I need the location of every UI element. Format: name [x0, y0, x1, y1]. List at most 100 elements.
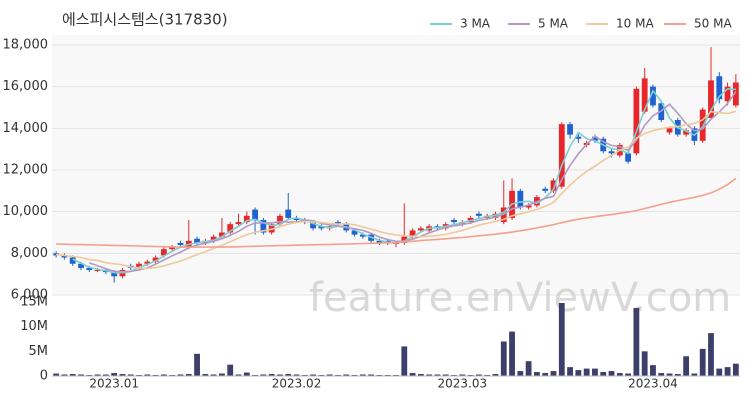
volume-bar	[277, 374, 283, 376]
y-tick-label: 12,000	[3, 163, 49, 178]
volume-bar	[343, 374, 350, 376]
volume-bar	[724, 367, 731, 376]
volume-bar	[592, 368, 598, 376]
candle-body	[219, 232, 225, 237]
volume-bar	[53, 373, 60, 376]
candle-body	[335, 222, 341, 225]
volume-bar	[219, 373, 225, 376]
candle-body	[351, 230, 358, 235]
candle-body	[724, 86, 731, 102]
volume-bar	[492, 374, 499, 376]
volume-bar	[235, 374, 242, 376]
volume-bar	[600, 372, 607, 376]
candle-body	[310, 222, 317, 229]
volume-bar	[674, 374, 681, 376]
candle-body	[575, 136, 582, 139]
candle-body	[136, 263, 142, 268]
volume-bar	[509, 331, 515, 376]
volume-bar	[426, 374, 433, 376]
y-tick-label: 10,000	[3, 204, 49, 219]
candle-body	[732, 82, 739, 106]
volume-bar	[517, 371, 524, 376]
volume-bar	[525, 361, 532, 376]
candle-body	[177, 242, 184, 245]
candle-body	[78, 263, 84, 268]
volume-bar	[658, 373, 665, 376]
volume-bar	[268, 374, 275, 376]
volume-bar	[285, 374, 292, 376]
volume-bar	[575, 370, 582, 376]
volume-bar	[417, 374, 424, 376]
candle-body	[268, 224, 275, 233]
candle-body	[633, 88, 640, 154]
y-tick-label: 10M	[20, 319, 48, 334]
candle-body	[567, 124, 573, 135]
volume-bar	[691, 373, 698, 376]
volume-bar	[567, 367, 573, 376]
y-tick-label: 8,000	[11, 246, 48, 261]
volume-bar	[194, 353, 200, 376]
candle-body	[550, 180, 557, 191]
candle-body	[318, 226, 325, 229]
volume-bar	[616, 373, 623, 376]
volume-bar	[666, 373, 673, 376]
candle-body	[86, 267, 93, 270]
volume-bar	[94, 374, 101, 376]
candle-body	[542, 188, 549, 191]
candle-body	[592, 136, 598, 141]
volume-bar	[144, 374, 151, 376]
candle-body	[210, 236, 217, 241]
volume-bar	[650, 365, 656, 376]
candle-body	[260, 220, 267, 233]
candle-body	[194, 238, 200, 243]
candle-body	[144, 261, 151, 264]
volume-bar	[69, 374, 76, 376]
volume-bar	[102, 374, 109, 376]
volume-bar	[127, 374, 134, 376]
candle-body	[94, 270, 101, 271]
ma-line	[89, 91, 737, 273]
candle-body	[69, 257, 76, 264]
watermark: feature.enViewV.com	[309, 275, 731, 321]
candle-body	[451, 220, 457, 223]
x-tick-label: 2023.03	[438, 377, 488, 391]
y-tick-label: 18,000	[3, 38, 49, 53]
candle-body	[525, 205, 532, 208]
candle-body	[716, 76, 723, 100]
y-tick-label: 0	[40, 369, 48, 384]
y-tick-label: 16,000	[3, 79, 49, 94]
candle-body	[708, 80, 714, 118]
candle-body	[558, 124, 565, 187]
candle-body	[293, 217, 300, 220]
x-tick-label: 2023.02	[272, 377, 322, 391]
candle-body	[161, 249, 167, 256]
volume-bar	[61, 374, 68, 376]
candle-body	[417, 228, 424, 231]
ma-line	[56, 110, 737, 270]
volume-bar	[326, 374, 333, 376]
y-tick-label: 15M	[20, 295, 48, 310]
candle-body	[625, 153, 631, 162]
candle-body	[285, 209, 292, 218]
volume-bar	[442, 374, 449, 376]
volume-bar	[542, 373, 549, 376]
volume-bar	[641, 351, 648, 376]
volume-bar	[368, 374, 375, 376]
candle-body	[517, 190, 524, 208]
candle-body	[111, 272, 118, 277]
x-tick-label: 2023.04	[628, 377, 678, 391]
legend-label: 5 MA	[538, 17, 569, 31]
candle-body	[641, 78, 648, 112]
volume-bar	[202, 374, 209, 376]
volume-bar	[227, 364, 234, 376]
volume-bar	[78, 374, 84, 376]
volume-bar	[359, 374, 366, 376]
volume-bar	[683, 356, 690, 376]
candle-body	[666, 128, 673, 133]
volume-bar	[716, 368, 723, 376]
volume-bar	[708, 333, 714, 376]
volume-bar	[260, 374, 267, 376]
volume-bar	[550, 371, 557, 376]
volume-bar	[185, 374, 192, 376]
